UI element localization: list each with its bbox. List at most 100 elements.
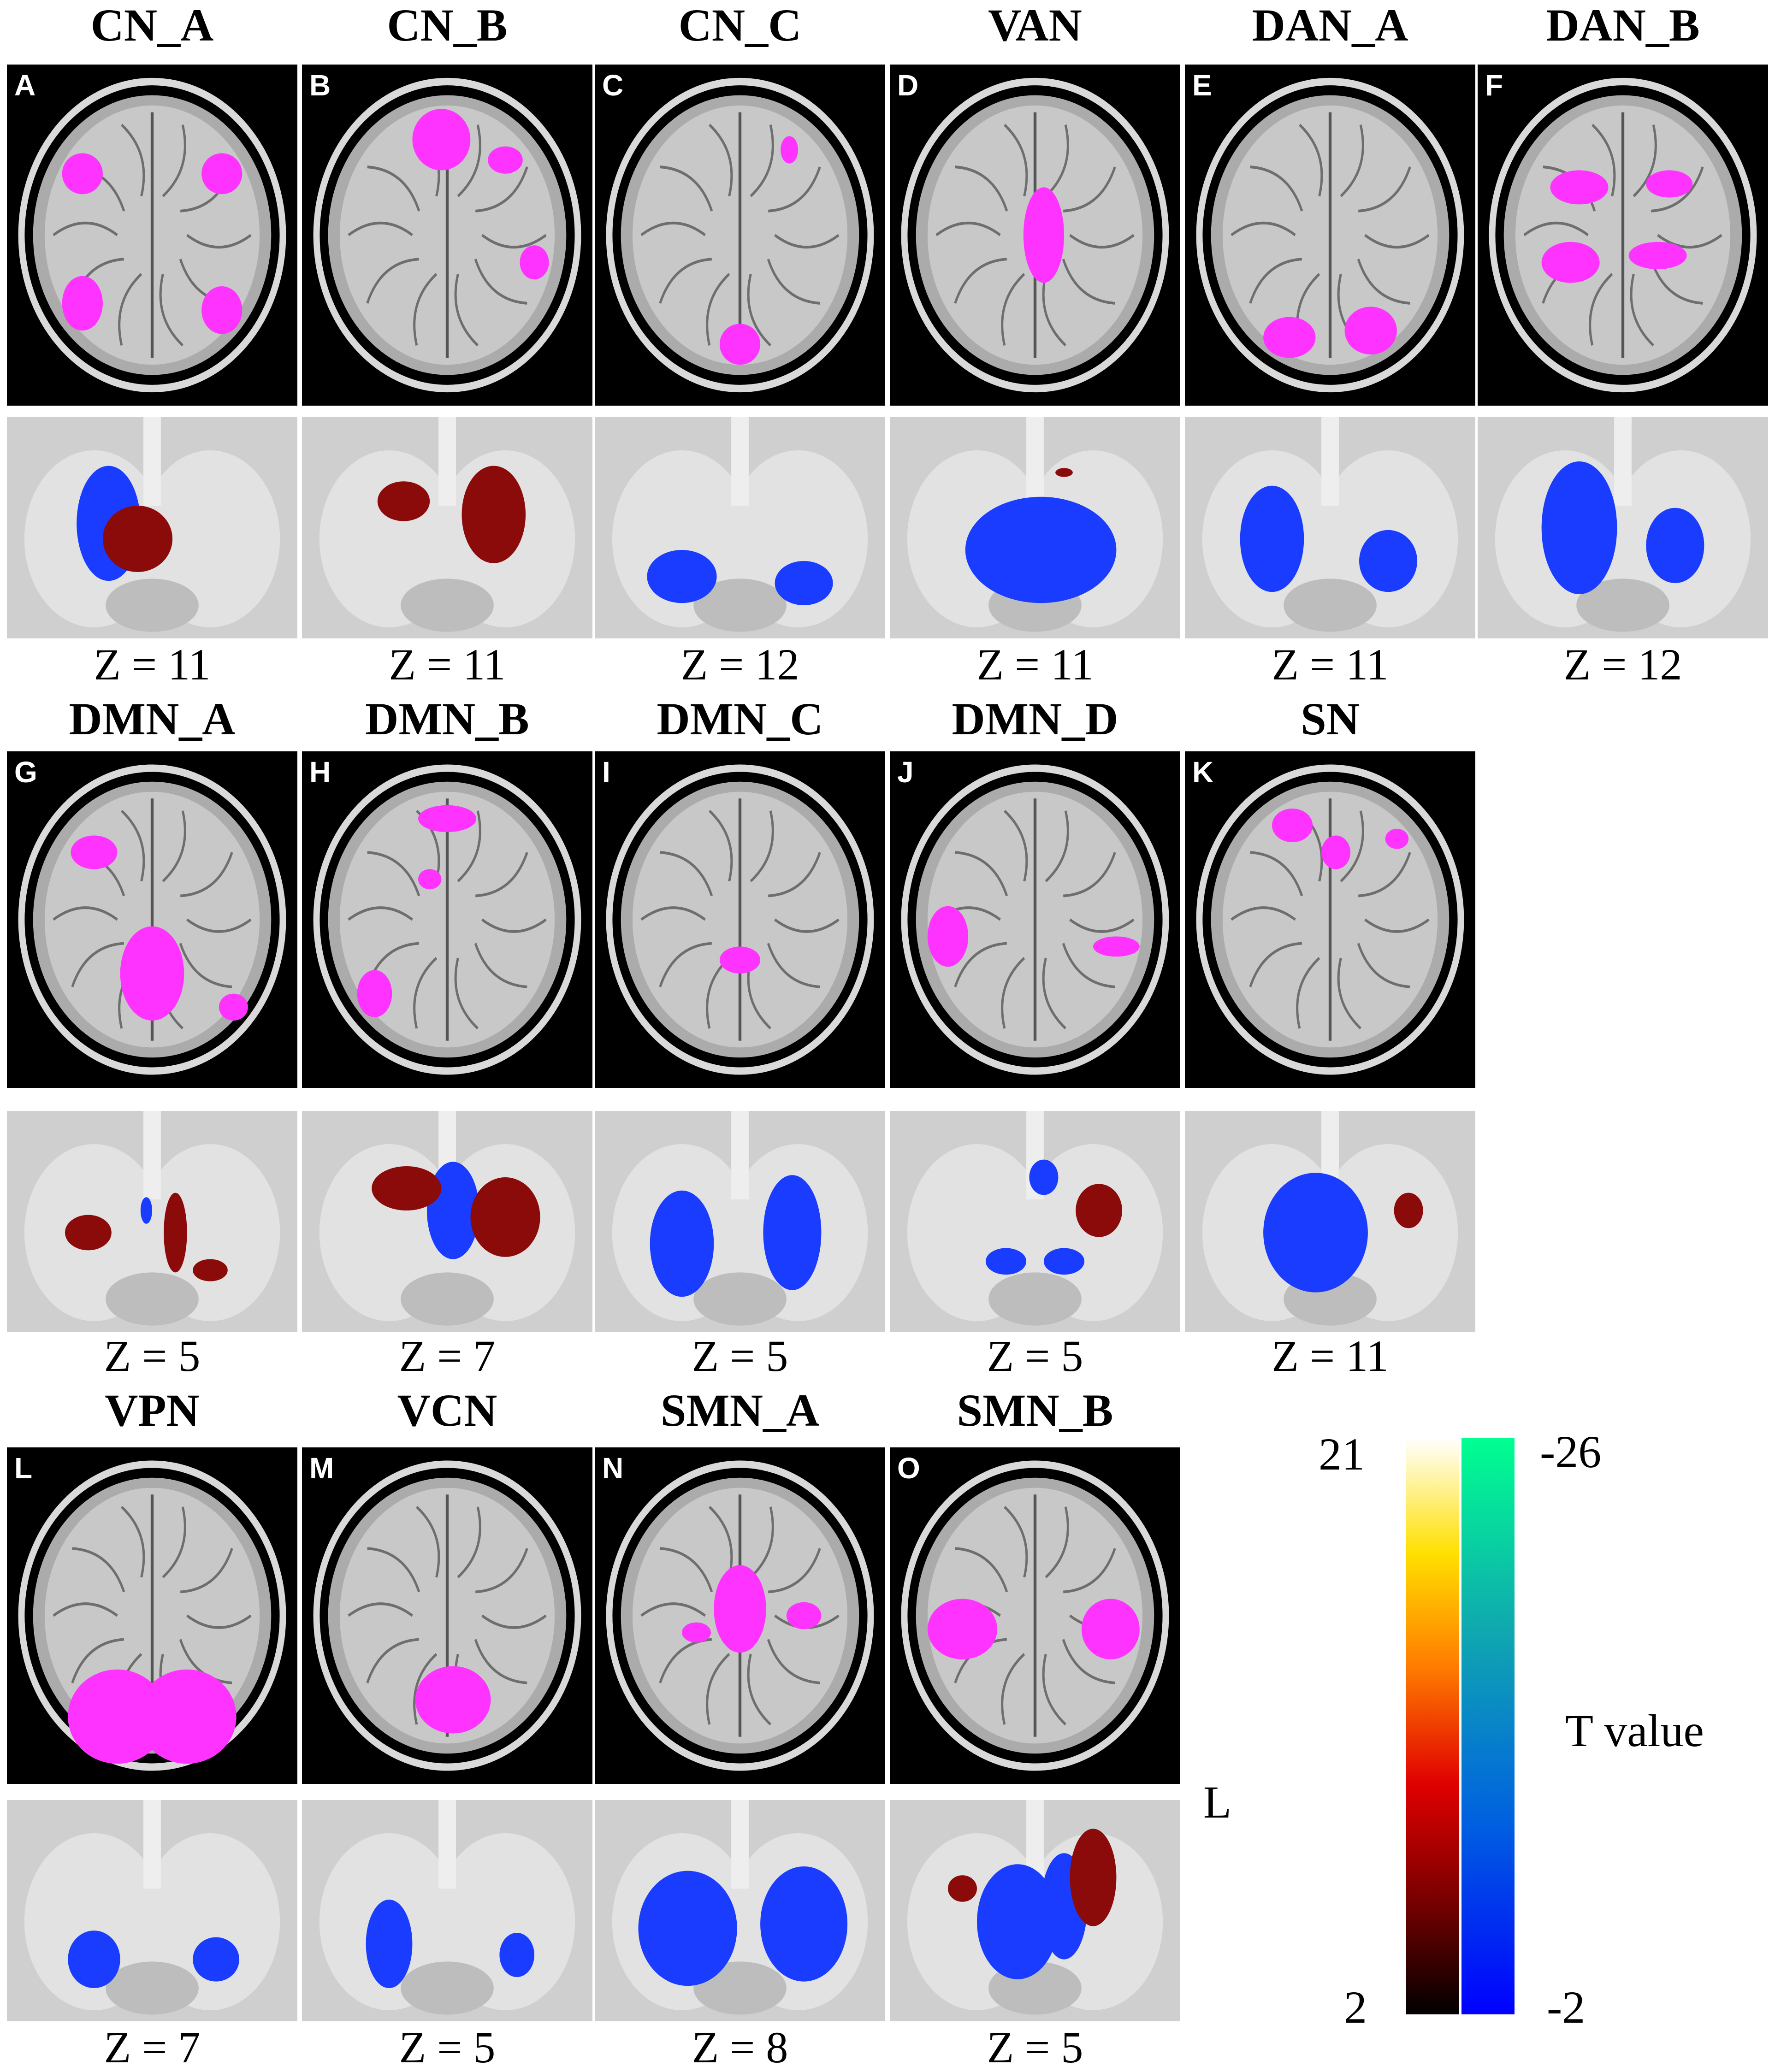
striatum-slice-image — [1478, 417, 1768, 638]
brain-slice-image — [313, 1460, 581, 1771]
negative-t-cluster — [985, 1248, 1027, 1275]
slice-z-label: Z = 12 — [680, 640, 799, 689]
axial-brain-panel: D — [890, 65, 1180, 406]
network-overlay-region — [412, 109, 471, 171]
orientation-label: L — [1203, 1777, 1232, 1828]
colorbar-positive-min: 2 — [1344, 1982, 1367, 2033]
negative-t-cluster — [760, 1866, 848, 1982]
axial-brain-panel: E — [1185, 65, 1475, 406]
negative-t-cluster — [366, 1900, 413, 1988]
brain-slice-image — [901, 764, 1169, 1075]
positive-t-cluster — [470, 1177, 540, 1257]
striatum-zoom-panel — [1185, 417, 1475, 638]
brain-slice-image — [1196, 77, 1464, 393]
slice-z-label: Z = 12 — [1563, 640, 1682, 689]
negative-t-cluster — [1240, 485, 1304, 592]
positive-t-cluster — [193, 1259, 228, 1281]
network-overlay-region — [1344, 307, 1397, 354]
network-title: VCN — [397, 1385, 497, 1436]
panel-letter: B — [309, 69, 331, 102]
positive-t-cluster — [377, 481, 430, 521]
striatum-zoom-panel — [890, 417, 1180, 638]
striatum-slice-image — [7, 417, 297, 638]
panel-letter: M — [309, 1452, 334, 1485]
striatum-slice-image — [595, 1800, 885, 2021]
panel-letter: G — [14, 756, 37, 789]
panel-letter: I — [602, 756, 610, 789]
slice-z-label: Z = 11 — [976, 640, 1094, 689]
colorbar-negative-min: -2 — [1547, 1982, 1586, 2033]
brain-slice-image — [313, 77, 581, 393]
striatum-slice-image — [7, 1111, 297, 1332]
striatum-slice-image — [595, 417, 885, 638]
axial-brain-panel: B — [302, 65, 592, 406]
network-overlay-region — [719, 946, 761, 974]
negative-t-cluster — [193, 1937, 239, 1982]
brain-slice-image — [18, 77, 286, 393]
network-title: SMN_A — [660, 1385, 820, 1436]
network-overlay-region — [927, 906, 969, 967]
network-overlay-region — [1081, 1599, 1140, 1659]
brain-slice-image — [606, 77, 874, 393]
panel-letter: L — [14, 1452, 33, 1485]
axial-brain-panel: K — [1185, 751, 1475, 1088]
striatum-zoom-panel — [1478, 417, 1768, 638]
negative-t-cluster — [638, 1871, 737, 1986]
network-overlay-region — [62, 153, 103, 195]
network-title: CN_C — [678, 0, 802, 51]
network-overlay-region — [682, 1622, 711, 1643]
panel-letter: J — [897, 756, 914, 789]
slice-z-label: Z = 5 — [987, 1331, 1083, 1381]
brain-slice-image — [606, 1460, 874, 1771]
brain-slice-image — [1196, 764, 1464, 1075]
colorbar-negative-max: -26 — [1540, 1426, 1602, 1477]
negative-t-cluster — [775, 561, 833, 605]
network-title: DMN_A — [69, 693, 236, 744]
striatum-slice-image — [302, 1800, 592, 2021]
negative-t-cluster — [1646, 508, 1704, 583]
slice-z-label: Z = 7 — [399, 1331, 496, 1381]
striatum-zoom-panel — [302, 417, 592, 638]
brain-slice-image — [313, 764, 581, 1075]
axial-brain-panel: I — [595, 751, 885, 1088]
negative-t-cluster — [1029, 1159, 1059, 1195]
striatum-zoom-panel — [595, 1111, 885, 1332]
axial-brain-panel: M — [302, 1447, 592, 1784]
panel-letter: E — [1192, 69, 1212, 102]
brain-slice-image — [18, 1460, 286, 1771]
network-title: DAN_A — [1252, 0, 1408, 51]
network-title: VPN — [105, 1385, 200, 1436]
colorbar-title: T value — [1565, 1705, 1704, 1756]
network-overlay-region — [418, 869, 442, 890]
network-title: CN_A — [90, 0, 214, 51]
negative-t-cluster — [140, 1197, 152, 1224]
network-overlay-region — [520, 245, 549, 280]
network-overlay-region — [62, 276, 103, 331]
network-overlay-region — [201, 286, 243, 334]
network-overlay-region — [719, 324, 761, 365]
positive-t-cluster — [1394, 1192, 1423, 1228]
network-title: SMN_B — [957, 1385, 1113, 1436]
network-overlay-region — [418, 805, 476, 832]
slice-z-label: Z = 7 — [104, 2023, 201, 2072]
network-title: DAN_B — [1546, 0, 1700, 51]
network-overlay-region — [1272, 809, 1313, 843]
axial-brain-panel: H — [302, 751, 592, 1088]
axial-brain-panel: L — [7, 1447, 297, 1784]
striatum-slice-image — [890, 1800, 1180, 2021]
brain-slice-image — [606, 764, 874, 1075]
striatum-zoom-panel — [7, 1111, 297, 1332]
slice-z-label: Z = 11 — [1272, 1331, 1389, 1381]
network-overlay-region — [1093, 936, 1140, 957]
slice-z-label: Z = 8 — [692, 2023, 788, 2072]
positive-t-cluster — [1055, 468, 1073, 477]
positive-colorbar — [1406, 1438, 1459, 2014]
panel-letter: N — [602, 1452, 624, 1485]
striatum-zoom-panel — [595, 417, 885, 638]
panel-letter: O — [897, 1452, 920, 1485]
panel-letter: K — [1192, 756, 1214, 789]
negative-t-cluster — [1359, 530, 1417, 592]
negative-t-cluster — [763, 1175, 822, 1290]
negative-t-cluster — [1043, 1248, 1085, 1275]
